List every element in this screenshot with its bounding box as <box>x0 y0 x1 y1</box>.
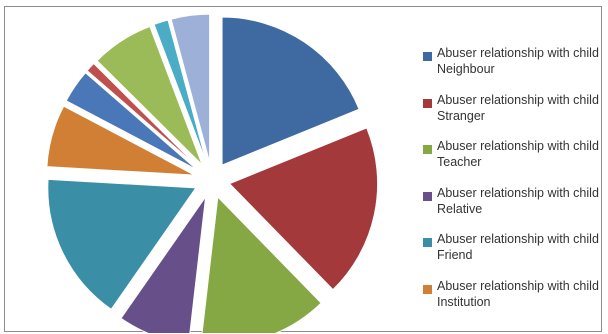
legend-label: Abuser relationship with child Stranger <box>437 92 599 123</box>
pie-slice-11 <box>170 13 211 163</box>
legend-label: Abuser relationship with child Teacher <box>437 139 599 169</box>
legend: Abuser relationship with child Neighbour… <box>423 45 608 324</box>
legend-item: Abuser relationship with child Instituti… <box>423 278 608 325</box>
legend-label: Abuser relationship with child Relative <box>437 185 599 216</box>
chart-frame: Abuser relationship with child Neighbour… <box>4 6 602 333</box>
pie-slice-4 <box>120 196 207 333</box>
pie-slice-1 <box>221 16 360 166</box>
legend-label: Abuser relationship with child Neighbour <box>437 46 599 76</box>
legend-swatch <box>423 98 432 108</box>
legend-item: Abuser relationship with child Neighbour <box>423 45 608 92</box>
pie-slice-2 <box>228 127 379 291</box>
legend-label: Abuser relationship with child Instituti… <box>437 278 599 309</box>
legend-label: Abuser relationship with child Friend <box>437 232 599 262</box>
legend-item: Abuser relationship with child Teacher <box>423 138 608 185</box>
legend-swatch <box>423 284 432 294</box>
pie-slice-7 <box>65 72 198 171</box>
legend-item: Abuser relationship with child Friend <box>423 231 608 278</box>
pie-chart <box>46 13 379 333</box>
legend-swatch <box>423 145 432 154</box>
legend-swatch <box>423 238 432 247</box>
pie-slice-9 <box>96 25 203 166</box>
pie-slice-5 <box>47 178 197 310</box>
pie-slice-3 <box>201 195 322 333</box>
legend-item: Abuser relationship with child Relative <box>423 185 608 232</box>
legend-item: Abuser relationship with child Stranger <box>423 92 608 139</box>
pie-slice-8 <box>86 62 200 169</box>
pie-slice-10 <box>153 19 207 164</box>
legend-swatch <box>423 191 432 201</box>
pie-slice-6 <box>46 105 195 176</box>
legend-swatch <box>423 52 432 61</box>
